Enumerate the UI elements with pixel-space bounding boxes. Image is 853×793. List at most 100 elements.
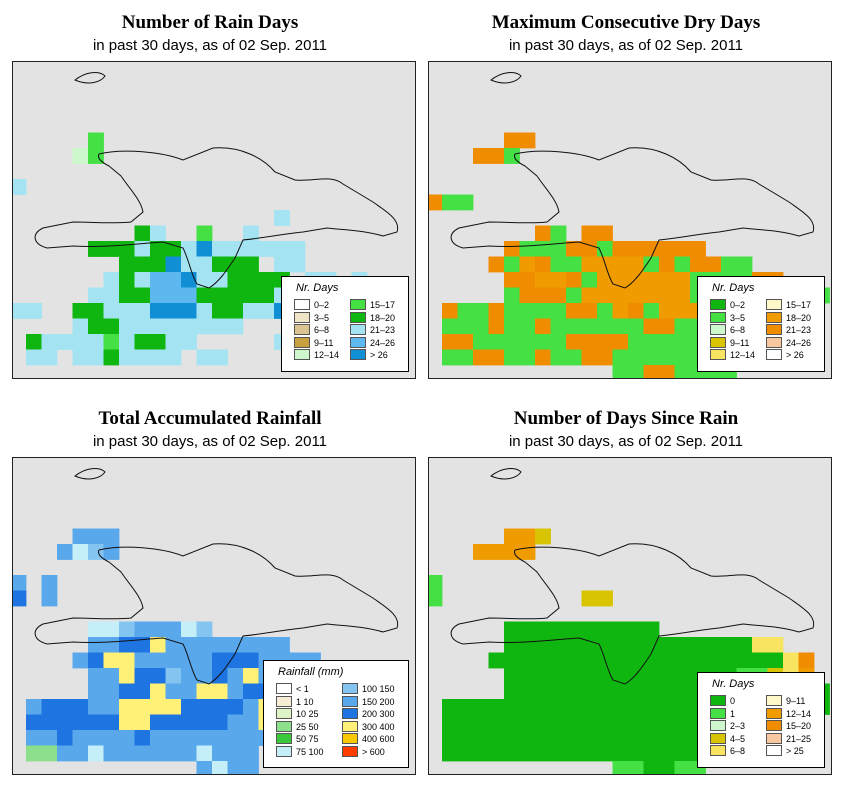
grid-cell (643, 730, 660, 746)
grid-cell (659, 745, 675, 762)
grid-cell (196, 730, 213, 746)
grid-cell (119, 652, 135, 669)
grid-cell (119, 303, 135, 319)
grid-cell (550, 668, 567, 684)
grid-cell (581, 318, 598, 335)
grid-cell (243, 714, 259, 731)
grid-cell (659, 637, 675, 653)
map-frame: Nr. Days 0–2 3–5 6–8 9–11 12–14 15–17 18–20 21–… (12, 61, 416, 379)
grid-cell (581, 652, 598, 669)
grid-cell (243, 683, 259, 700)
grid-cell (243, 699, 259, 715)
grid-cell (612, 365, 629, 378)
grid-cell (134, 730, 151, 746)
legend-label: 0–2 (730, 300, 746, 310)
grid-cell (103, 745, 120, 762)
grid-cell (196, 683, 213, 700)
grid-cell (26, 303, 42, 319)
grid-cell (550, 745, 567, 762)
grid-cell (550, 699, 567, 715)
grid-cell (566, 730, 582, 746)
grid-cell (150, 272, 166, 288)
grid-cell (41, 730, 58, 746)
grid-cell (488, 699, 505, 715)
grid-cell (504, 132, 520, 149)
grid-cell (150, 714, 166, 731)
grid-cell (150, 256, 166, 273)
grid-cell (643, 761, 660, 774)
grid-cell (566, 699, 582, 715)
grid-cell (535, 621, 551, 638)
grid-cell (659, 287, 675, 304)
grid-cell (643, 349, 660, 366)
grid-cell (628, 256, 644, 273)
legend-swatch (350, 324, 366, 335)
grid-cell (88, 745, 104, 762)
legend-swatch (710, 745, 726, 756)
grid-cell (643, 318, 660, 335)
grid-cell (258, 637, 275, 653)
grid-cell (103, 683, 120, 700)
grid-cell (196, 318, 213, 335)
grid-cell (243, 225, 259, 242)
map-grid (13, 72, 399, 366)
grid-cell (504, 637, 520, 653)
legend-label: > 26 (786, 350, 804, 360)
grid-cell (612, 241, 629, 257)
grid-cell (442, 334, 458, 350)
grid-cell (457, 334, 474, 350)
legend-swatch (294, 299, 310, 310)
grid-cell (519, 699, 536, 715)
legend-label: 12–14 (786, 708, 812, 719)
map-legend: Nr. Days 0–2 3–5 6–8 9–11 12–14 15–17 18–20 21–… (697, 276, 825, 372)
grid-cell (212, 652, 228, 669)
legend-label: 4–5 (730, 733, 746, 744)
grid-cell (535, 334, 551, 350)
grid-cell (643, 287, 660, 304)
grid-cell (488, 318, 505, 335)
grid-cell (57, 334, 73, 350)
grid-cell (103, 730, 120, 746)
grid-cell (119, 699, 135, 715)
grid-cell (150, 303, 166, 319)
grid-cell (721, 256, 737, 273)
grid-cell (258, 303, 275, 319)
grid-cell (581, 730, 598, 746)
grid-cell (705, 637, 722, 653)
grid-cell (26, 699, 42, 715)
grid-cell (88, 637, 104, 653)
grid-cell (41, 745, 58, 762)
grid-cell (612, 272, 629, 288)
grid-cell (628, 683, 644, 700)
legend-label: < 1 (296, 684, 309, 694)
legend-swatch (276, 733, 292, 744)
map-legend: Nr. Days 0–2 3–5 6–8 9–11 12–14 15–17 18–20 21–… (281, 276, 409, 372)
legend-swatch (766, 299, 782, 310)
grid-cell (227, 256, 244, 273)
grid-cell (473, 318, 489, 335)
panel-title: Total Accumulated Rainfall (98, 408, 322, 429)
grid-cell (674, 272, 691, 288)
grid-cell (473, 303, 489, 319)
islet-outline (74, 72, 106, 84)
grid-cell (504, 318, 520, 335)
legend-swatch (766, 695, 782, 706)
grid-cell (103, 349, 120, 366)
grid-cell (165, 241, 182, 257)
legend-swatch (710, 732, 726, 744)
grid-cell (196, 652, 213, 669)
grid-cell (597, 590, 613, 607)
grid-cell (72, 699, 89, 715)
grid-cell (103, 334, 120, 350)
grid-cell (659, 714, 675, 731)
grid-cell (150, 334, 166, 350)
legend-label: 150 200 (362, 696, 395, 707)
grid-cell (581, 621, 598, 638)
grid-cell (643, 683, 660, 700)
legend-label: > 25 (786, 746, 804, 756)
grid-cell (550, 272, 567, 288)
grid-cell (57, 699, 73, 715)
grid-cell (442, 303, 458, 319)
grid-cell (659, 668, 675, 684)
grid-cell (581, 590, 598, 607)
